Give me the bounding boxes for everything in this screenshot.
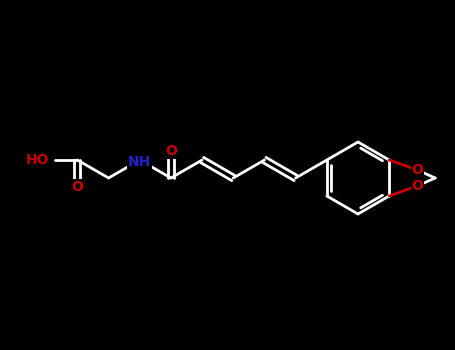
Text: O: O bbox=[71, 180, 83, 194]
Text: O: O bbox=[411, 179, 423, 193]
Text: NH: NH bbox=[128, 155, 152, 169]
Text: O: O bbox=[411, 163, 423, 177]
Text: HO: HO bbox=[26, 153, 50, 167]
Text: O: O bbox=[165, 144, 177, 158]
